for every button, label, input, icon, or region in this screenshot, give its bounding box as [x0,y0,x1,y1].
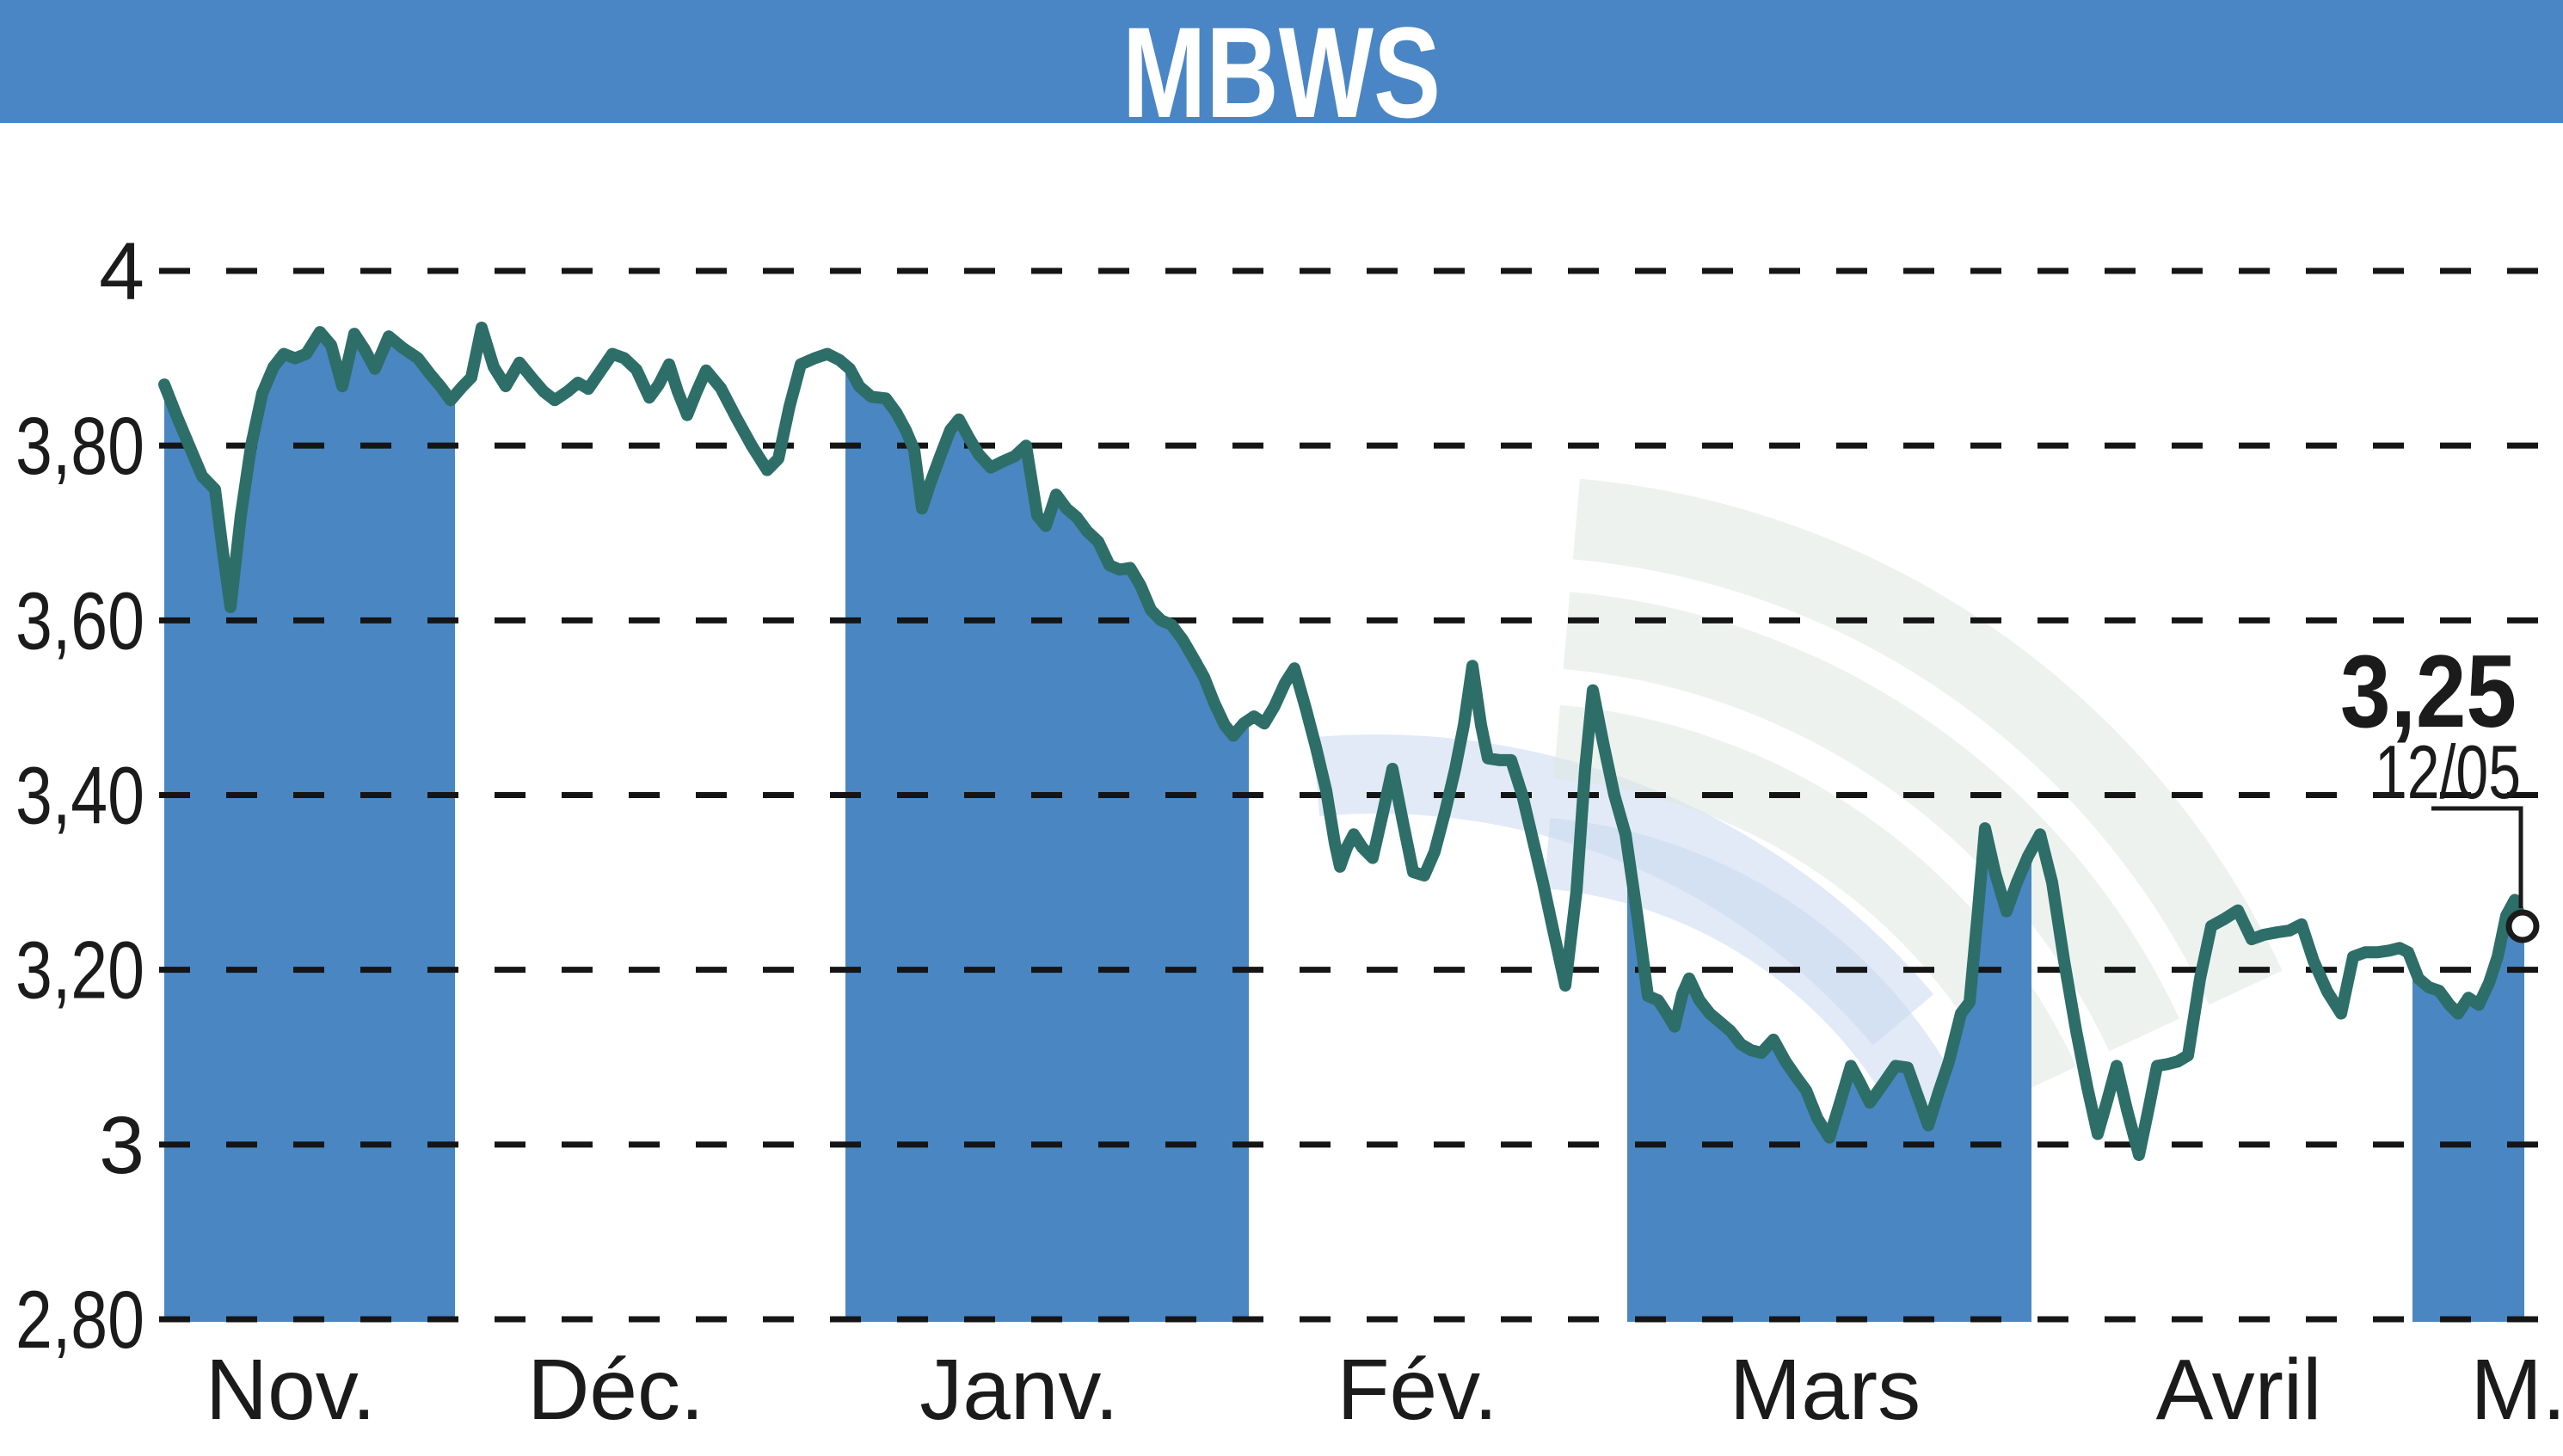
x-axis-labels: Nov. Déc. Janv. Fév. Mars Avril M. [206,1342,2563,1438]
last-price-marker-icon [2505,909,2540,943]
last-price-label: 3,25 [2340,634,2517,749]
header-bar [0,0,2563,123]
annotation-callout-line [2431,806,2523,908]
watermark-arc-icon [1563,592,2179,1052]
y-axis-label: 4 [99,226,144,317]
x-axis-label: Déc. [527,1342,704,1438]
x-axis-label: Avril [2156,1342,2322,1438]
x-axis-label: Janv. [919,1342,1119,1438]
y-axis-label: 3 [99,1100,144,1191]
chart-title: MBWS [1122,0,1441,144]
y-axis-labels: 4 3,80 3,60 3,40 3,20 3 2,80 [15,226,144,1366]
month-fill-band [1627,828,2031,1322]
month-fill-band [2412,900,2524,1322]
price-line [158,322,2529,1161]
y-axis-label: 3,80 [15,401,144,492]
y-axis-label: 3,40 [15,751,144,842]
last-price-date: 12/05 [2375,729,2521,814]
watermark-arcs-icon [1312,478,2283,1145]
y-axis-label: 3,60 [15,575,144,667]
x-axis-label: Mars [1730,1342,1921,1438]
y-axis-label: 2,80 [15,1275,144,1366]
watermark-arc-icon [1572,478,2283,1005]
y-axis-label: 3,20 [15,925,144,1017]
x-axis-label: Nov. [206,1342,376,1438]
x-axis-label: Fév. [1337,1342,1497,1438]
x-axis-label: M. [2470,1342,2563,1438]
